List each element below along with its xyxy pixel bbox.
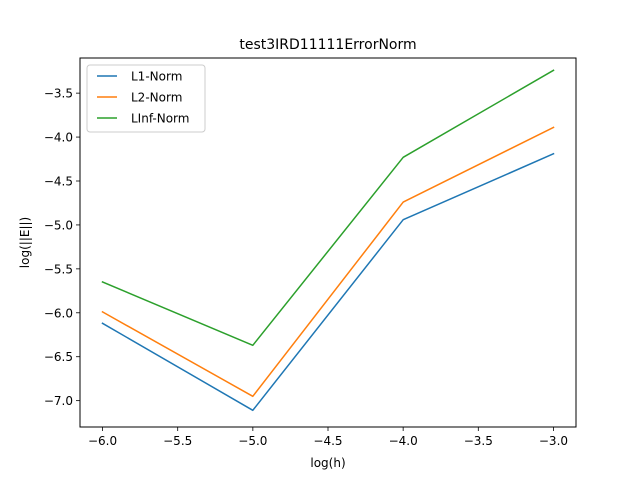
series-line-l1-norm (101, 152, 555, 412)
ticks-layer: −6.0 −5.5 −5.0 −4.5 −4.0 −3.5 −3.0 −7.0 −6.5 −6.0… (44, 87, 568, 448)
y-tick-label: −5.0 (44, 218, 73, 232)
legend: L1-Norm L2-Norm LInf-Norm (86, 64, 206, 133)
legend-label: L2-Norm (131, 91, 182, 105)
x-tick-label: −5.5 (163, 434, 192, 448)
x-tick-label: −3.0 (539, 434, 568, 448)
y-tick-label: −6.0 (44, 306, 73, 320)
y-axis-label: log(||E||) (18, 217, 32, 268)
series-line-linf-norm (101, 69, 555, 347)
y-tick-label: −5.5 (44, 262, 73, 276)
legend-label: LInf-Norm (131, 112, 189, 126)
y-tick-label: −4.5 (44, 175, 73, 189)
legend-label: L1-Norm (131, 70, 182, 84)
x-tick-label: −4.5 (313, 434, 342, 448)
y-tick-label: −4.0 (44, 131, 73, 145)
y-tick-label: −6.5 (44, 350, 73, 364)
x-axis-label: log(h) (310, 456, 345, 470)
x-tick-label: −4.0 (389, 434, 418, 448)
x-tick-label: −3.5 (464, 434, 493, 448)
plot-frame (79, 57, 577, 428)
series-line-l2-norm (101, 126, 555, 398)
x-tick-label: −5.0 (238, 434, 267, 448)
x-tick-label: −6.0 (88, 434, 117, 448)
series-layer (101, 69, 555, 412)
y-tick-label: −7.0 (44, 394, 73, 408)
legend-box (86, 64, 206, 133)
y-tick-label: −3.5 (44, 87, 73, 101)
chart-title: test3IRD11111ErrorNorm (239, 37, 416, 53)
